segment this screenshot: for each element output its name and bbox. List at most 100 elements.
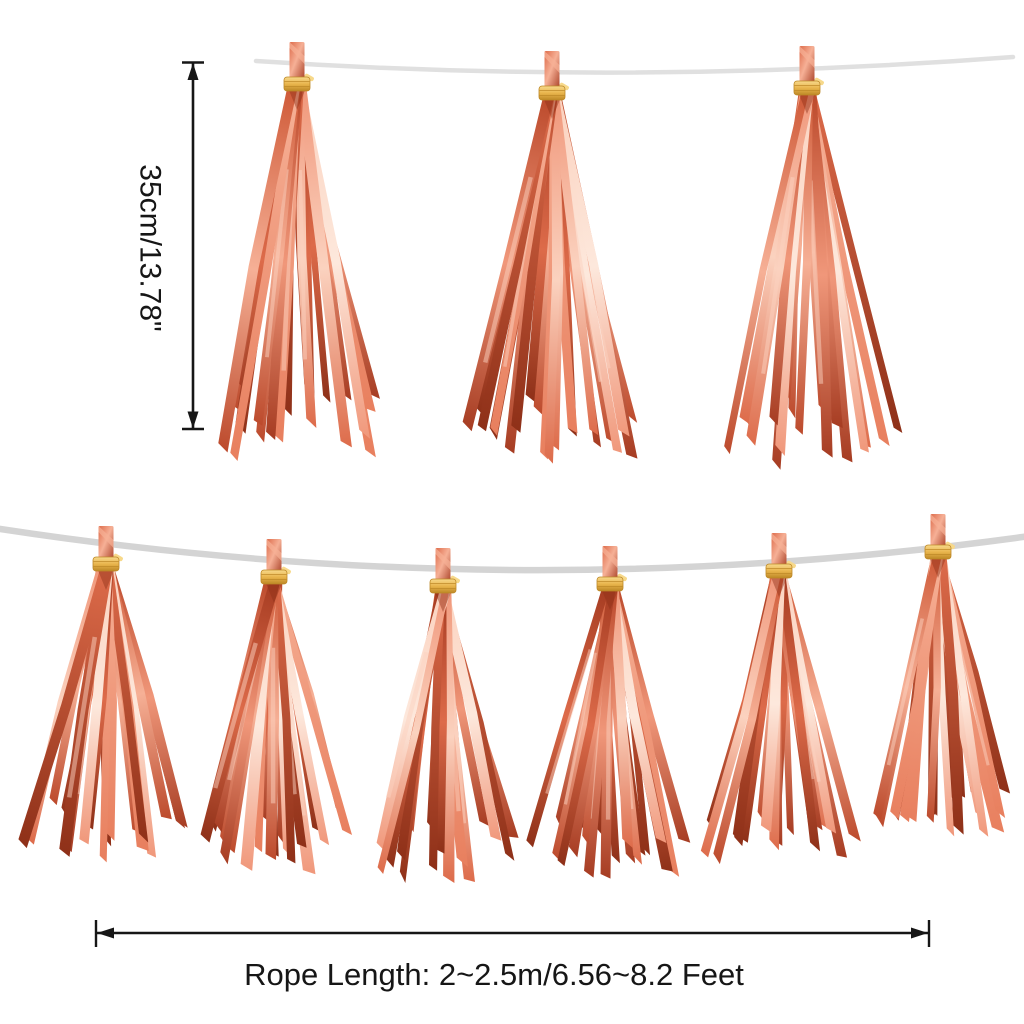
foil-sheen <box>213 642 258 789</box>
foil-strip <box>476 97 557 414</box>
foil-sheen <box>503 178 539 367</box>
gold-tie <box>92 553 123 572</box>
gold-tie-band <box>765 563 793 579</box>
tassel-shadow <box>770 575 788 597</box>
tassel-shadow <box>601 588 619 610</box>
gold-tie <box>596 573 627 592</box>
gold-tie-band <box>260 569 288 585</box>
foil-strip <box>808 91 903 433</box>
foil-sheen <box>298 169 308 360</box>
foil-strip <box>609 588 634 849</box>
gold-tie-band <box>924 544 952 560</box>
tassel-shadow <box>929 556 947 578</box>
hanging-rope <box>253 54 1016 75</box>
foil-strip <box>926 556 941 823</box>
gold-tie <box>260 566 291 585</box>
tassel <box>18 526 188 863</box>
foil-sheen <box>761 176 795 374</box>
top-garland <box>218 42 1016 470</box>
foil-strip <box>544 97 561 464</box>
tassel <box>526 546 691 879</box>
tassel-head-sheen <box>435 548 451 570</box>
foil-strip <box>724 92 809 455</box>
tassel-shadow <box>798 92 816 114</box>
foil-strip <box>377 590 449 875</box>
foil-strip <box>296 88 352 448</box>
foil-strip <box>937 556 964 835</box>
tassel-shadow <box>543 97 561 119</box>
foil-strip <box>795 92 813 435</box>
tassel-head-sheen <box>771 533 787 555</box>
gold-tie-band <box>92 556 120 572</box>
tassel-head-sheen <box>289 42 305 64</box>
foil-strip <box>700 574 781 858</box>
arrow-left-icon <box>97 927 114 939</box>
foil-sheen <box>886 618 925 766</box>
gold-tie-band <box>429 578 457 594</box>
foil-strip <box>254 581 278 853</box>
gold-tie-band <box>793 80 821 96</box>
tassel-shadow <box>288 88 306 110</box>
foil-sheen <box>563 652 597 805</box>
foil-strip <box>438 589 502 841</box>
tassel-head-sheen <box>98 526 114 548</box>
gold-tie <box>283 73 314 92</box>
foil-strip <box>220 581 274 865</box>
tassel-head-sheen <box>930 514 946 536</box>
tassel-head-sheen <box>799 46 815 68</box>
foil-strip <box>551 97 599 436</box>
arrow-down-icon <box>187 411 199 429</box>
tassel <box>700 533 861 865</box>
tassel-head-sheen <box>266 539 282 561</box>
foil-sheen <box>270 647 276 804</box>
foil-strip <box>104 568 149 843</box>
rope-length-label: Rope Length: 2~2.5m/6.56~8.2 Feet <box>244 957 744 992</box>
foil-strip <box>230 88 300 462</box>
gold-tie <box>538 82 569 101</box>
gold-tie <box>765 560 796 579</box>
gold-tie-band <box>283 76 311 92</box>
foil-strip <box>769 92 809 426</box>
foil-sheen <box>281 173 295 371</box>
rope-length-dimension: Rope Length: 2~2.5m/6.56~8.2 Feet <box>94 920 931 992</box>
gold-tie-band <box>596 576 624 592</box>
arrow-right-icon <box>911 927 928 939</box>
foil-strip <box>79 568 113 845</box>
tassel <box>218 42 380 462</box>
tassel-head-sheen <box>544 51 560 73</box>
gold-tie <box>429 575 460 594</box>
foil-strip <box>609 588 651 856</box>
tassel <box>873 514 1011 837</box>
tassel-shadow <box>97 568 115 590</box>
foil-strip <box>18 567 111 849</box>
foil-strip <box>429 590 445 871</box>
foil-sheen <box>808 180 824 384</box>
foil-strip <box>890 556 944 820</box>
tassel-shadow <box>434 590 452 612</box>
tassel <box>376 548 519 884</box>
foil-sheen <box>265 169 289 358</box>
foil-sheen <box>545 649 592 795</box>
bottom-garland <box>0 514 1024 884</box>
tassel-shadow <box>265 581 283 603</box>
foil-sheen <box>483 176 533 364</box>
foil-strip <box>477 96 555 432</box>
height-dimension: 35cm/13.78" <box>134 61 204 431</box>
tassel <box>724 46 903 470</box>
tassel <box>462 51 638 464</box>
tassel-head-sheen <box>602 546 618 568</box>
foil-strip <box>218 87 298 453</box>
arrow-up-icon <box>187 63 199 80</box>
foil-strip <box>775 92 814 456</box>
foil-strip <box>760 575 785 833</box>
foil-strip <box>511 97 555 433</box>
tassel <box>200 539 353 875</box>
height-dimension-label: 35cm/13.78" <box>134 164 167 331</box>
gold-tie-band <box>538 85 566 101</box>
foil-strip <box>713 574 784 865</box>
foil-strip <box>266 88 303 441</box>
foil-sheen <box>227 640 263 781</box>
foil-strip <box>777 575 821 852</box>
